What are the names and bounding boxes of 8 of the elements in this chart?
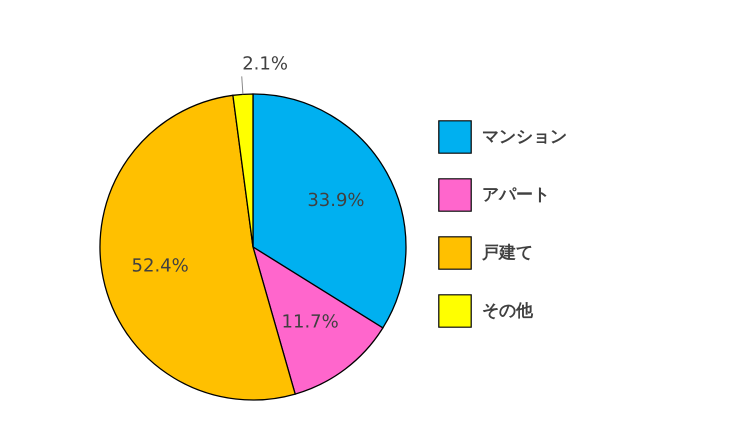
data-label: 11.7% [282, 312, 339, 333]
data-label: 52.4% [132, 255, 189, 276]
legend-label: 戸建て [481, 243, 533, 263]
legend-label: その他 [482, 301, 534, 321]
legend-label: マンション [482, 127, 567, 147]
legend-label: アパート [482, 185, 550, 205]
data-label: 2.1% [242, 53, 288, 74]
data-label: 33.9% [307, 190, 365, 211]
